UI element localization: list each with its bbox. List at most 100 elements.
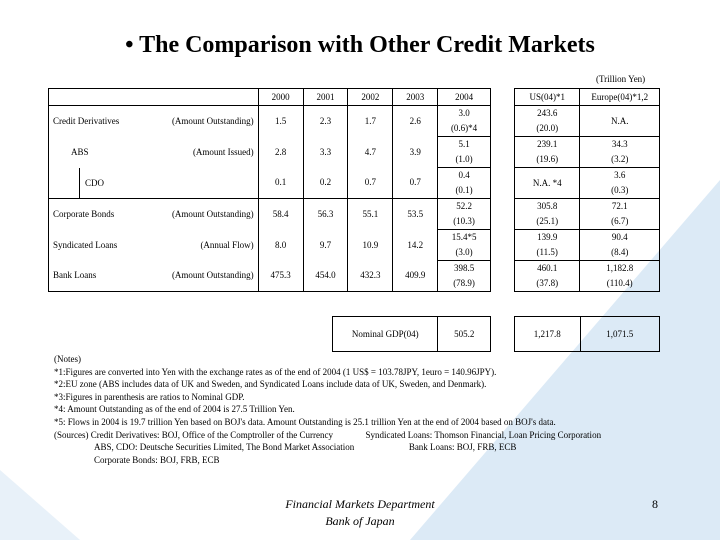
europe-header: Europe(04)*1,2 xyxy=(579,88,660,106)
cell-value: 58.4 xyxy=(257,198,304,230)
us-ratio: (37.8) xyxy=(513,276,580,292)
eu-value: 34.3 xyxy=(579,136,660,152)
cell-value: 3.3 xyxy=(302,136,348,168)
cell-value: 1.7 xyxy=(347,105,393,137)
eu-ratio: (0.3) xyxy=(579,183,660,199)
year-header: 2001 xyxy=(302,88,348,106)
cell-value: 2.8 xyxy=(257,136,304,168)
sources-syndicated: Syndicated Loans: Thomson Financial, Loa… xyxy=(365,429,602,440)
row-measure: (Amount Outstanding) xyxy=(148,260,259,292)
cell-value: 9.7 xyxy=(302,229,348,261)
cell-value: 10.9 xyxy=(347,229,393,261)
unit-label: (Trillion Yen) xyxy=(596,74,646,84)
eu-ratio: (110.4) xyxy=(579,276,660,292)
gdp-japan-value: 505.2 xyxy=(437,316,491,352)
slide-title: • The Comparison with Other Credit Marke… xyxy=(125,32,595,58)
cell-value: 454.0 xyxy=(302,260,348,292)
year-header: 2002 xyxy=(347,88,393,106)
cell-value: 55.1 xyxy=(347,198,393,230)
us-header: US(04)*1 xyxy=(513,88,580,106)
cell-ratio: (0.1) xyxy=(437,183,491,199)
page-number: 8 xyxy=(652,497,658,511)
cell-ratio: (1.0) xyxy=(437,152,491,168)
note-line: *2:EU zone (ABS includes data of UK and … xyxy=(54,379,487,390)
cell-ratio: (3.0) xyxy=(437,245,491,261)
cell-value: 15.4*5 xyxy=(437,229,491,245)
row-measure: (Annual Flow) xyxy=(200,239,254,250)
cell-ratio: (78.9) xyxy=(437,276,491,292)
us-value: 305.8 xyxy=(513,198,580,214)
eu-ratio: (3.2) xyxy=(579,152,660,168)
cell-value: 3.0 xyxy=(437,105,491,121)
footer: Financial Markets Department Bank of Jap… xyxy=(230,496,490,530)
cell-value: 4.7 xyxy=(347,136,393,168)
row-measure xyxy=(148,168,258,199)
cell-value: 0.7 xyxy=(392,167,438,199)
gdp-us-europe-box: 1,217.8 1,071.5 xyxy=(514,316,661,352)
note-line: (Notes) xyxy=(54,354,81,364)
cell-value: 0.7 xyxy=(347,167,393,199)
eu-ratio: (8.4) xyxy=(579,245,660,261)
cell-ratio: (10.3) xyxy=(437,214,491,230)
row-label: Bank Loans xyxy=(48,260,149,292)
row-measure: (Amount Outstanding) xyxy=(148,198,259,230)
cell-value: 475.3 xyxy=(257,260,304,292)
cell-value: 0.4 xyxy=(437,167,491,183)
sources-corporate: Corporate Bonds: BOJ, FRB, ECB xyxy=(94,454,220,465)
us-value: 139.9 xyxy=(513,229,580,245)
notes-block: (Notes) *1:Figures are converted into Ye… xyxy=(54,353,601,466)
cell-value: 3.9 xyxy=(392,136,438,168)
cell-value: 398.5 xyxy=(437,260,491,276)
cell-value: 2.3 xyxy=(302,105,348,137)
note-line: *3:Figures in parenthesis are ratios to … xyxy=(54,391,245,402)
eu-value: 1,182.8 xyxy=(579,260,660,276)
year-header: 2003 xyxy=(392,88,438,106)
gdp-japan-box: Nominal GDP(04) 505.2 xyxy=(331,316,491,352)
us-ratio: (25.1) xyxy=(513,214,580,230)
us-europe-table: US(04)*1 Europe(04)*1,2 243.6 N.A. (20.0… xyxy=(513,88,660,292)
eu-value: 90.4 xyxy=(579,229,660,245)
row-label: CDO xyxy=(85,177,105,188)
sources-line: ABS, CDO: Deutsche Securities Limited, T… xyxy=(54,441,601,454)
row-label: ABS xyxy=(48,136,149,168)
cell-value: 1.5 xyxy=(257,105,304,137)
sources-bank: Bank Loans: BOJ, FRB, ECB xyxy=(408,442,517,453)
eu-value: 3.6 xyxy=(579,167,660,183)
row-label: Credit Derivatives xyxy=(48,105,149,137)
note-line: *1:Figures are converted into Yen with t… xyxy=(54,366,497,377)
cell-value: 0.2 xyxy=(302,167,348,199)
cell-value: 52.2 xyxy=(437,198,491,214)
us-value: 460.1 xyxy=(513,260,580,276)
sources-line: (Sources) Credit Derivatives: BOJ, Offic… xyxy=(54,429,601,442)
cell-value: 14.2 xyxy=(392,229,438,261)
row-label: Corporate Bonds xyxy=(48,198,149,230)
sources-lead: (Sources) Credit Derivatives: BOJ, Offic… xyxy=(54,429,334,440)
cdo-indent-cell: CDO xyxy=(48,167,149,199)
us-ratio: (20.0) xyxy=(513,121,580,137)
cell-ratio: (0.6)*4 xyxy=(437,121,491,137)
cell-value: 409.9 xyxy=(392,260,438,292)
cell-value: 5.1 xyxy=(437,136,491,152)
eu-value: N.A. xyxy=(579,105,660,137)
us-ratio: (19.6) xyxy=(513,152,580,168)
cell-value: 8.0 xyxy=(257,229,304,261)
us-ratio: (11.5) xyxy=(513,245,580,261)
header-blank xyxy=(48,88,259,106)
gdp-label: Nominal GDP(04) xyxy=(331,316,439,352)
note-line: *4: Amount Outstanding as of the end of … xyxy=(54,404,295,415)
note-line: *5: Flows in 2004 is 19.7 trillion Yen b… xyxy=(54,416,556,427)
cell-value: 432.3 xyxy=(347,260,393,292)
footer-institution: Bank of Japan xyxy=(325,514,395,528)
gdp-us-value: 1,217.8 xyxy=(514,316,581,352)
japan-table: 2000 2001 2002 2003 2004 Credit Derivati… xyxy=(48,88,491,292)
cell-value: 53.5 xyxy=(392,198,438,230)
row-measure: (Amount Issued) xyxy=(192,146,254,157)
gdp-eu-value: 1,071.5 xyxy=(579,316,661,352)
eu-ratio: (6.7) xyxy=(579,214,660,230)
row-label: Syndicated Loans xyxy=(48,229,149,261)
us-value: 243.6 xyxy=(513,105,580,121)
sources-abs: ABS, CDO: Deutsche Securities Limited, T… xyxy=(94,442,355,453)
row-measure: (Amount Outstanding) xyxy=(171,115,254,126)
cell-value: 56.3 xyxy=(302,198,348,230)
cell-value: 0.1 xyxy=(257,167,304,199)
